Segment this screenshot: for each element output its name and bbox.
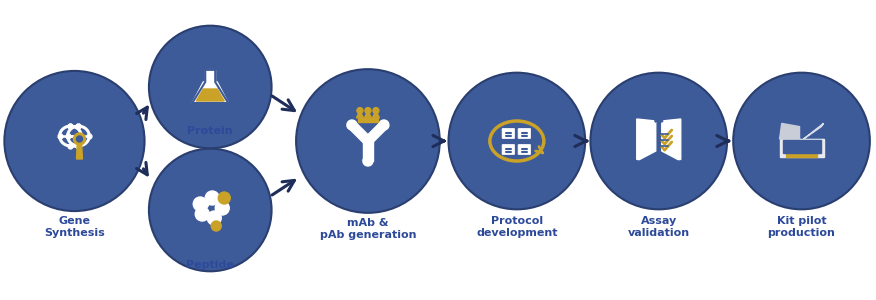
Ellipse shape: [205, 191, 219, 205]
Ellipse shape: [449, 73, 585, 209]
Text: Protocol
development: Protocol development: [476, 215, 558, 238]
Ellipse shape: [149, 26, 272, 148]
Point: [63, 124, 77, 128]
Point: [72, 143, 86, 148]
Polygon shape: [782, 140, 821, 153]
Ellipse shape: [76, 136, 82, 142]
Point: [63, 143, 77, 148]
Ellipse shape: [211, 221, 222, 231]
Ellipse shape: [357, 108, 363, 114]
Point: [63, 124, 77, 128]
FancyBboxPatch shape: [502, 144, 514, 154]
Ellipse shape: [379, 120, 389, 130]
Polygon shape: [76, 141, 82, 159]
Text: Kit pilot
production: Kit pilot production: [767, 215, 836, 238]
Ellipse shape: [208, 211, 222, 225]
Ellipse shape: [4, 71, 145, 211]
Ellipse shape: [590, 73, 727, 209]
Polygon shape: [205, 69, 215, 82]
Point: [60, 134, 74, 138]
Point: [82, 134, 96, 138]
Polygon shape: [637, 119, 656, 161]
Ellipse shape: [373, 108, 379, 114]
Text: Assay
validation: Assay validation: [628, 215, 689, 238]
Ellipse shape: [296, 69, 440, 213]
Ellipse shape: [218, 192, 230, 204]
Polygon shape: [364, 111, 371, 118]
Polygon shape: [363, 141, 373, 161]
Ellipse shape: [347, 120, 357, 130]
Polygon shape: [357, 111, 364, 118]
Ellipse shape: [365, 108, 371, 114]
Ellipse shape: [733, 73, 870, 209]
Text: Peptide: Peptide: [187, 260, 234, 271]
Ellipse shape: [215, 201, 230, 215]
Polygon shape: [803, 123, 823, 139]
Ellipse shape: [363, 156, 373, 166]
Point: [74, 134, 88, 138]
Text: mAb &
pAb generation: mAb & pAb generation: [320, 218, 416, 241]
Text: Gene
Synthesis: Gene Synthesis: [44, 215, 105, 238]
FancyBboxPatch shape: [518, 128, 531, 139]
Text: Protein: Protein: [187, 125, 233, 136]
Polygon shape: [372, 111, 379, 118]
Polygon shape: [192, 82, 229, 103]
Polygon shape: [780, 123, 800, 139]
Point: [72, 124, 86, 128]
Polygon shape: [364, 123, 389, 142]
FancyBboxPatch shape: [518, 144, 531, 154]
FancyBboxPatch shape: [502, 128, 514, 139]
Ellipse shape: [74, 133, 86, 145]
Ellipse shape: [195, 207, 209, 221]
Ellipse shape: [194, 197, 208, 211]
Ellipse shape: [149, 149, 272, 271]
Polygon shape: [780, 139, 823, 157]
Polygon shape: [661, 119, 681, 161]
Polygon shape: [196, 89, 224, 101]
Point: [53, 134, 67, 138]
Point: [72, 124, 86, 128]
Polygon shape: [347, 123, 372, 142]
Polygon shape: [358, 118, 378, 122]
Polygon shape: [786, 143, 817, 157]
